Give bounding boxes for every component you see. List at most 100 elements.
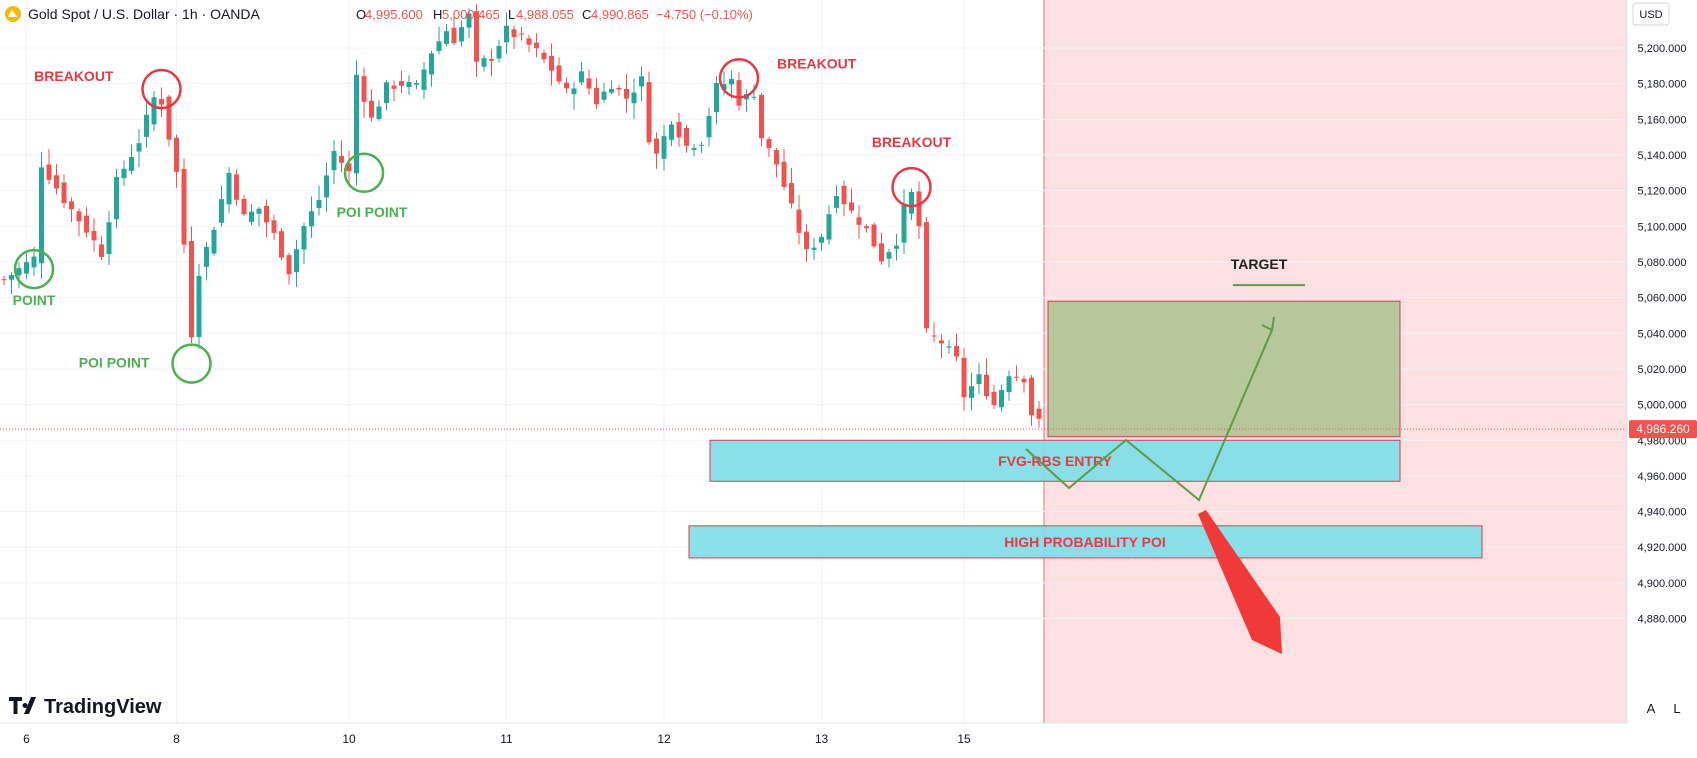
candle-body [901, 203, 907, 243]
candle-body [676, 121, 682, 138]
candle-body [54, 175, 59, 189]
candle-body [399, 81, 404, 86]
candle-body [579, 71, 584, 83]
candle-body [841, 185, 847, 205]
target-zone-box[interactable] [1047, 300, 1401, 438]
candle-body [166, 96, 172, 140]
candle-body [864, 226, 869, 229]
candle-body [226, 172, 232, 205]
candle-body [984, 374, 989, 397]
projection-path-bullish [1025, 329, 1273, 502]
candle-body [106, 222, 112, 254]
poi-label: POI POINT [337, 204, 408, 220]
time-tick-label: 12 [657, 732, 671, 746]
candle-body [766, 139, 772, 149]
breakout-marker-circle [141, 68, 182, 110]
candle-body [174, 137, 179, 172]
candle-body [481, 58, 487, 67]
candle-body [354, 74, 359, 174]
candle-body [219, 199, 224, 223]
candle-body [834, 195, 839, 208]
candle-body [706, 115, 712, 138]
candle-body [16, 268, 22, 276]
candle-body [519, 33, 524, 35]
candle-body [376, 106, 382, 120]
time-tick-label: 11 [500, 732, 513, 746]
candle-body [69, 201, 74, 210]
candle-body [391, 85, 397, 89]
candle-body [331, 150, 337, 171]
candle-body [1, 279, 7, 281]
price-tick-label: 4,960.000 [1638, 471, 1687, 483]
candle-body [294, 249, 299, 273]
candle-body [414, 83, 419, 85]
candle-body [511, 29, 517, 38]
high-probability-poi-box[interactable] [688, 525, 1483, 559]
candle-body [181, 168, 187, 245]
candle-body [1021, 378, 1027, 383]
candle-body [9, 275, 14, 280]
candle-body [991, 391, 997, 405]
candle-body [924, 222, 929, 329]
candle-body [609, 89, 614, 93]
candle-body [856, 217, 862, 225]
candle-body [121, 168, 127, 179]
breakout-label: BREAKOUT [872, 134, 952, 150]
candle-body [909, 192, 914, 214]
open-value: 4,995.600 [365, 7, 423, 22]
candle-body [301, 225, 307, 250]
candle-body [849, 202, 854, 211]
candle-body [939, 340, 944, 344]
log-scale-button[interactable]: L [1673, 701, 1680, 716]
price-axis[interactable] [1627, 0, 1697, 753]
candle-body [31, 256, 37, 268]
candle-body [84, 215, 89, 233]
candle-body [271, 220, 277, 233]
fvg-rbs-entry-label: FVG-RBS ENTRY [998, 453, 1112, 469]
currency-label: USD [1639, 9, 1662, 21]
candle-body [99, 244, 104, 257]
candle-body [451, 27, 457, 44]
candle-body [586, 78, 592, 89]
candle-body [196, 275, 202, 337]
breakout-label: BREAKOUT [34, 68, 114, 84]
ohlc-readout: O 4,995.600 H 5,000.465 L 4,988.055 C 4,… [356, 7, 753, 22]
candle-body [444, 31, 449, 44]
candle-body [1029, 377, 1034, 416]
price-tick-label: 4,940.000 [1638, 507, 1687, 519]
poi-label: POI POINT [79, 355, 150, 371]
gold-coin-icon-mark [8, 10, 18, 17]
tradingview-logo[interactable]: TradingView [9, 696, 162, 718]
candle-body [129, 156, 134, 171]
price-tick-label: 5,200.000 [1638, 43, 1687, 55]
header-bar: Gold Spot / U.S. Dollar · 1h · OANDA O 4… [5, 6, 753, 22]
candle-body [624, 88, 629, 99]
candle-body [871, 224, 877, 247]
auto-scale-button[interactable]: A [1647, 701, 1656, 716]
candle-body [631, 92, 637, 104]
candle-body [264, 205, 269, 223]
high-label: H [433, 7, 442, 22]
candle-body [541, 52, 547, 60]
candle-body [39, 167, 44, 264]
breakout-marker-circle [718, 58, 760, 99]
price-tick-label: 5,120.000 [1638, 186, 1687, 198]
candle-body [661, 136, 667, 159]
symbol-title[interactable]: Gold Spot / U.S. Dollar · 1h · OANDA [28, 6, 261, 22]
price-tick-label: 5,100.000 [1638, 221, 1687, 233]
candle-body [136, 143, 142, 152]
candle-body [999, 390, 1004, 408]
candle-body [151, 97, 157, 125]
candle-body [279, 231, 284, 258]
price-tick-label: 4,880.000 [1638, 614, 1687, 626]
candle-body [639, 76, 644, 87]
currency-button[interactable] [1632, 2, 1670, 26]
candle-body [916, 191, 922, 227]
candle-body [91, 230, 97, 241]
candle-body [759, 94, 764, 139]
price-axis-ticks: 5,200.000 5,180.000 5,160.000 5,140.000 5,12… [1638, 43, 1687, 626]
candle-body [189, 240, 194, 338]
time-axis[interactable] [0, 723, 1627, 753]
